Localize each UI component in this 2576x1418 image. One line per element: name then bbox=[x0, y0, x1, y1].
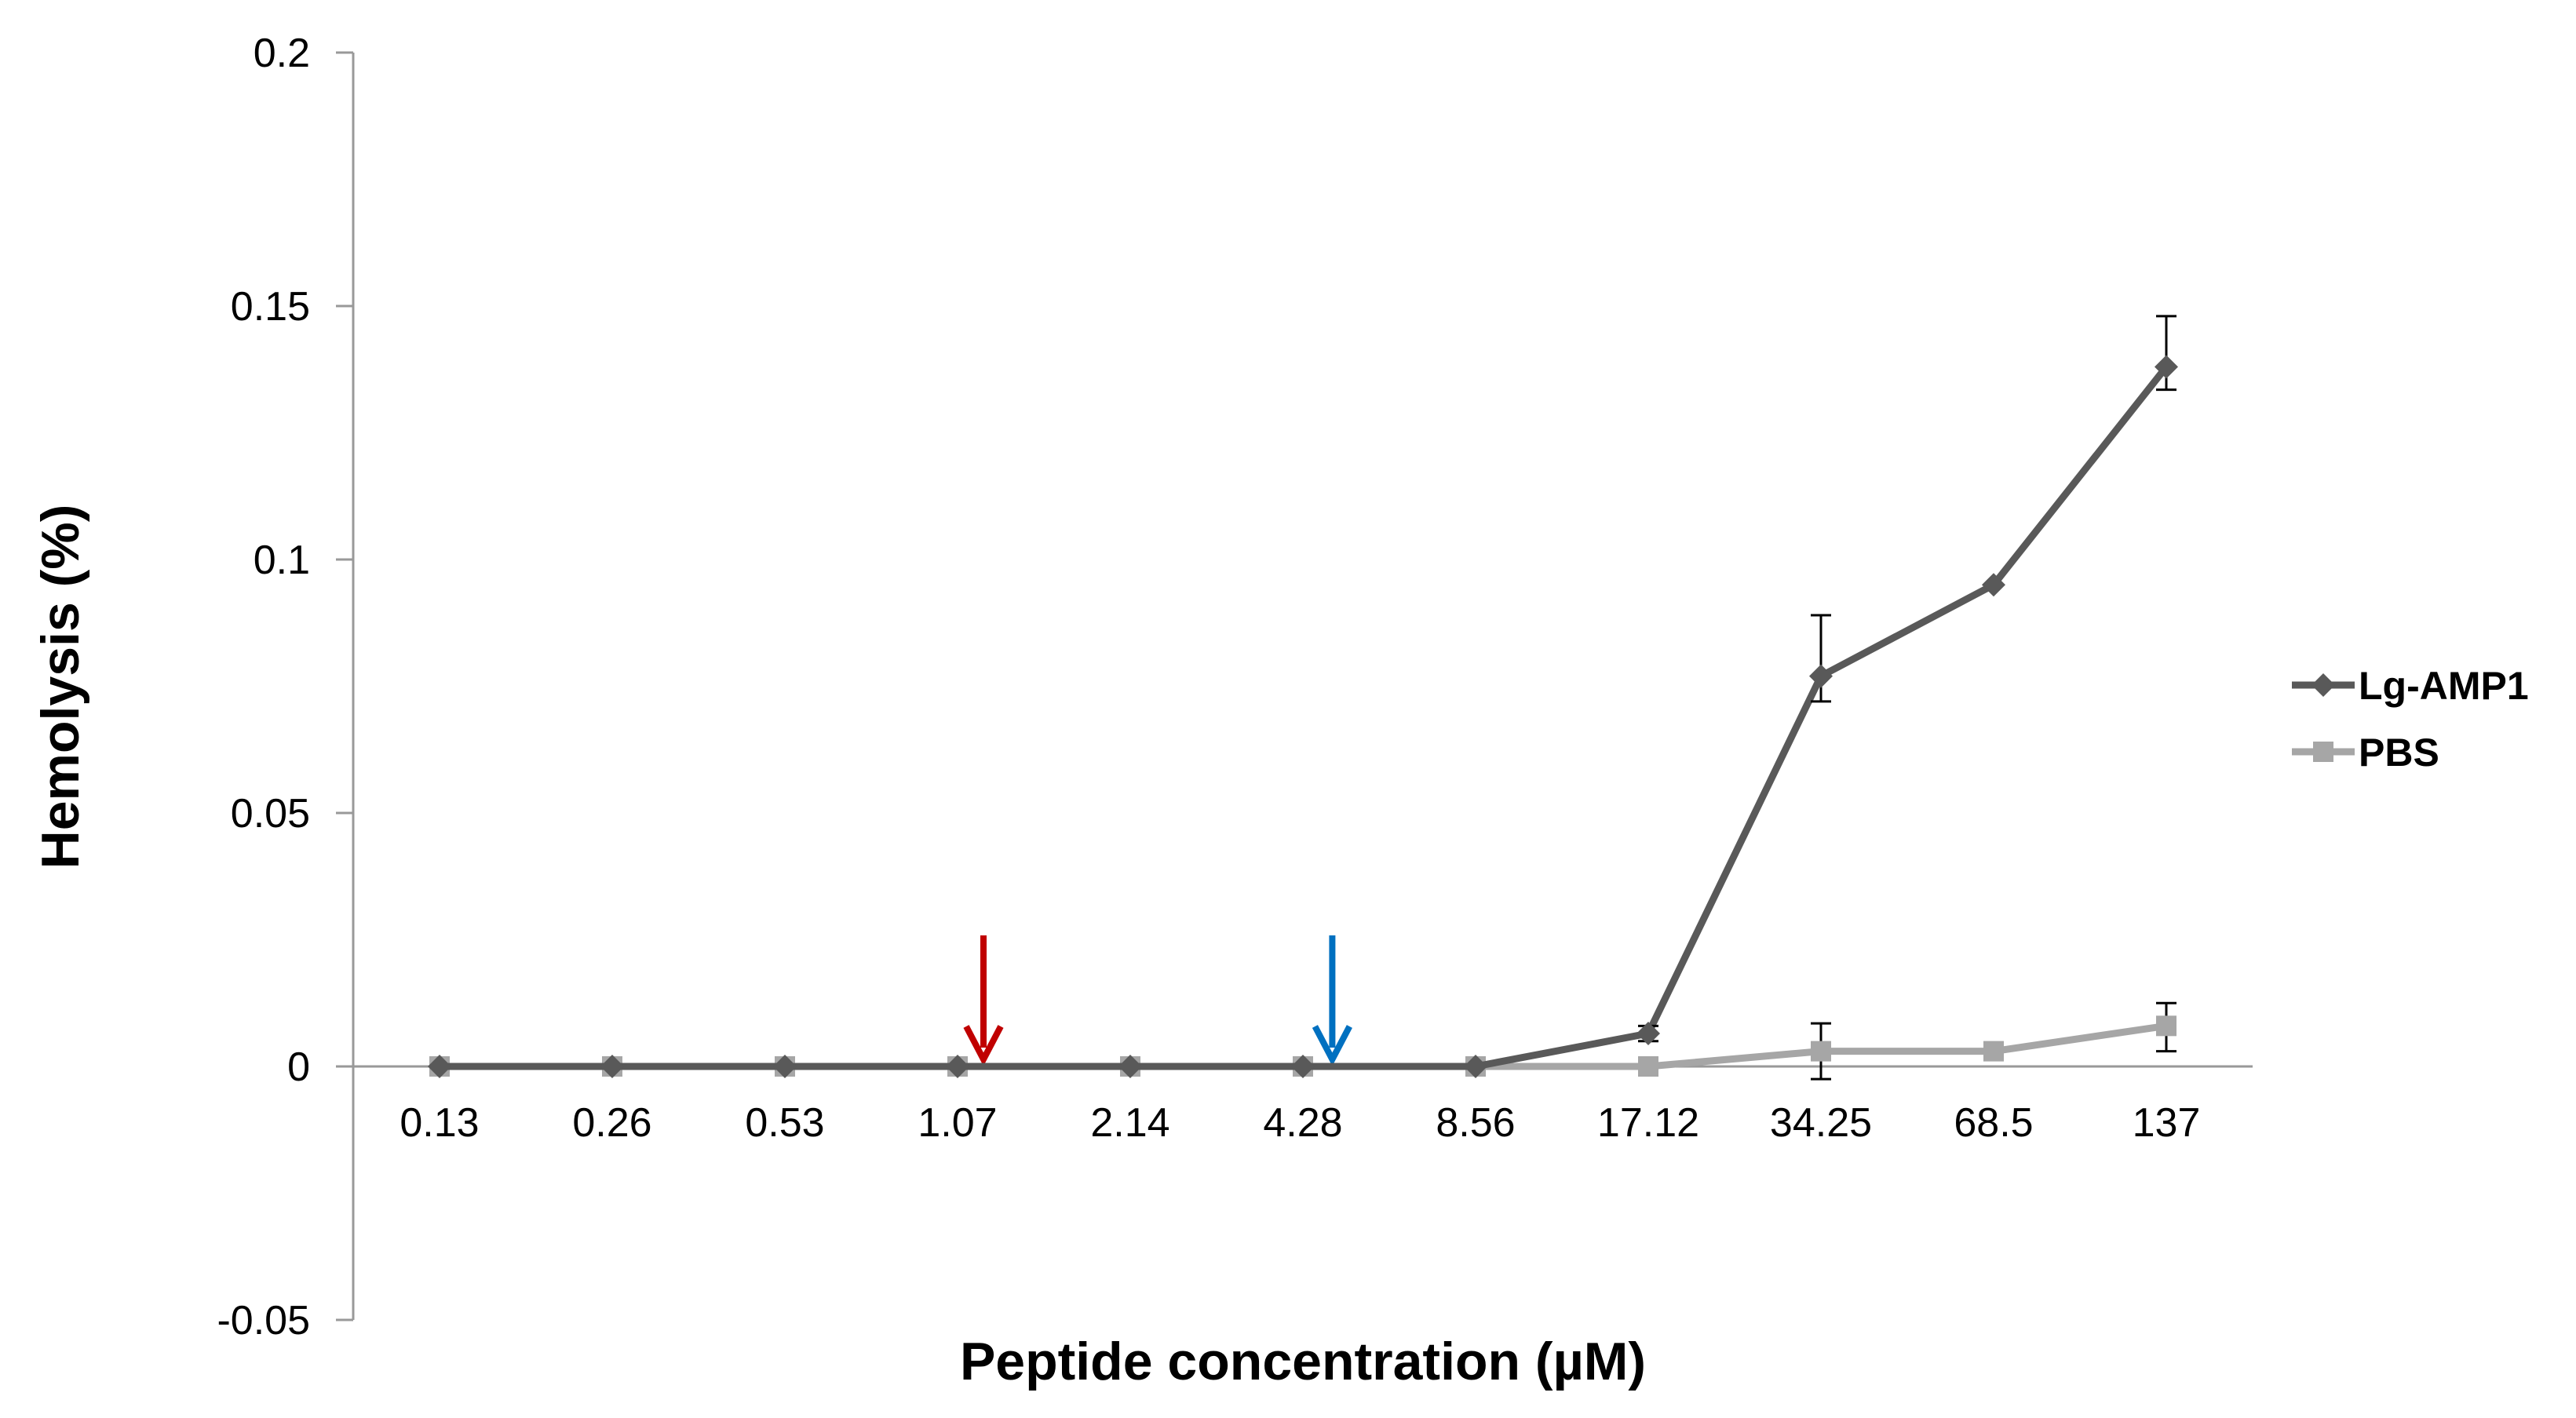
y-tick-label: -0.05 bbox=[217, 1298, 310, 1343]
series-line bbox=[440, 364, 2169, 1070]
y-tick-label: 0.15 bbox=[231, 284, 310, 330]
x-tick-label: 0.26 bbox=[572, 1100, 651, 1146]
red-arrow-head bbox=[963, 1025, 1004, 1066]
x-tick-label: 34.25 bbox=[1770, 1100, 1872, 1146]
data-point bbox=[946, 1055, 969, 1078]
x-tick-label: 0.53 bbox=[745, 1100, 824, 1146]
y-tick-label: 0.05 bbox=[231, 791, 310, 837]
legend-item-pbs: PBS bbox=[2292, 731, 2439, 775]
legend-label: PBS bbox=[2359, 731, 2439, 775]
series-lg-amp1 bbox=[428, 315, 2178, 1078]
data-point bbox=[1982, 573, 2005, 597]
x-tick-label: 8.56 bbox=[1436, 1100, 1515, 1146]
x-tick-label: 4.28 bbox=[1263, 1100, 1342, 1146]
x-tick-label: 137 bbox=[2133, 1100, 2201, 1146]
data-point bbox=[1291, 1055, 1315, 1078]
legend-marker bbox=[2313, 742, 2333, 762]
annotations bbox=[963, 935, 1352, 1066]
data-point bbox=[428, 1055, 451, 1078]
data-point bbox=[2155, 355, 2178, 379]
x-tick-label: 0.13 bbox=[400, 1100, 479, 1146]
x-axis-title: Peptide concentration (µM) bbox=[960, 1332, 1646, 1391]
x-tick-label: 1.07 bbox=[918, 1100, 997, 1146]
y-axis-title: Hemolysis (%) bbox=[31, 505, 90, 869]
x-tick-label: 68.5 bbox=[1954, 1100, 2033, 1146]
legend-item-lg-amp1: Lg-AMP1 bbox=[2292, 664, 2529, 708]
data-point bbox=[1636, 1022, 1660, 1046]
tick-labels: -0.05 0 0.05 0.1 0.15 0.2 0.13 0.26 0.53 1.07 2.14… bbox=[217, 31, 2200, 1343]
data-point bbox=[2156, 1015, 2176, 1037]
x-tick-label: 17.12 bbox=[1597, 1100, 1699, 1146]
legend-marker bbox=[2311, 673, 2335, 697]
data-point bbox=[773, 1055, 797, 1078]
data-point bbox=[1464, 1055, 1487, 1078]
data-point bbox=[1118, 1055, 1142, 1078]
red-arrow bbox=[963, 935, 1004, 1066]
data-point bbox=[600, 1055, 624, 1078]
y-tick-label: 0.2 bbox=[254, 31, 310, 76]
legend-label: Lg-AMP1 bbox=[2359, 664, 2529, 708]
legend: Lg-AMP1 PBS bbox=[2292, 664, 2529, 775]
data-point bbox=[1811, 1041, 1831, 1062]
y-tick-label: 0 bbox=[287, 1044, 310, 1090]
blue-arrow-head bbox=[1312, 1025, 1352, 1066]
y-tick-label: 0.1 bbox=[254, 538, 310, 583]
data-point bbox=[1638, 1056, 1658, 1077]
data-point bbox=[1983, 1041, 2004, 1062]
data-point bbox=[1809, 664, 1833, 688]
x-tick-label: 2.14 bbox=[1090, 1100, 1169, 1146]
series-layer bbox=[428, 315, 2178, 1081]
blue-arrow bbox=[1312, 935, 1352, 1066]
